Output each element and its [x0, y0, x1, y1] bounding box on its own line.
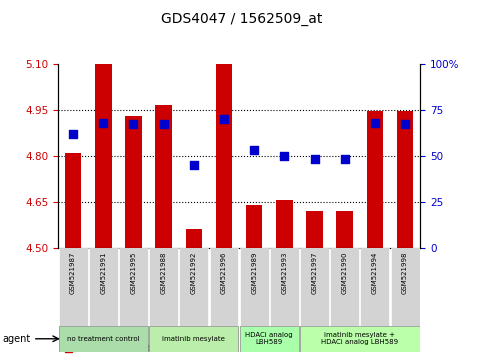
Text: GSM521996: GSM521996: [221, 252, 227, 294]
FancyBboxPatch shape: [58, 248, 87, 326]
Point: [250, 147, 258, 153]
Text: GSM521998: GSM521998: [402, 252, 408, 294]
Text: GSM521989: GSM521989: [251, 252, 257, 294]
FancyBboxPatch shape: [240, 248, 269, 326]
Bar: [246, 205, 262, 248]
FancyBboxPatch shape: [179, 248, 208, 326]
Point: [311, 156, 318, 162]
Bar: [397, 111, 413, 248]
Bar: [216, 64, 232, 248]
FancyBboxPatch shape: [58, 326, 148, 352]
Text: GSM521993: GSM521993: [282, 252, 287, 294]
Point: [160, 122, 168, 127]
Point: [371, 120, 379, 125]
Bar: [276, 200, 293, 248]
Text: HDACi analog
LBH589: HDACi analog LBH589: [245, 332, 293, 346]
FancyBboxPatch shape: [240, 326, 299, 352]
Legend: transformed count, percentile rank within the sample: transformed count, percentile rank withi…: [62, 341, 211, 354]
Bar: [367, 111, 383, 248]
Text: GSM521992: GSM521992: [191, 252, 197, 294]
Bar: [125, 116, 142, 248]
Text: GSM521988: GSM521988: [161, 252, 167, 294]
FancyBboxPatch shape: [270, 248, 299, 326]
Point: [401, 122, 409, 127]
Text: GDS4047 / 1562509_at: GDS4047 / 1562509_at: [161, 12, 322, 27]
Text: GSM521995: GSM521995: [130, 252, 136, 294]
Point: [129, 122, 137, 127]
Text: no treatment control: no treatment control: [67, 336, 140, 342]
FancyBboxPatch shape: [330, 248, 359, 326]
Point: [190, 162, 198, 168]
Bar: [95, 64, 112, 248]
Text: GSM521990: GSM521990: [342, 252, 348, 294]
Point: [281, 153, 288, 159]
FancyBboxPatch shape: [300, 326, 420, 352]
Point: [220, 116, 228, 122]
Bar: [185, 229, 202, 248]
FancyBboxPatch shape: [391, 248, 420, 326]
Text: agent: agent: [2, 334, 30, 344]
Point: [99, 120, 107, 125]
FancyBboxPatch shape: [149, 248, 178, 326]
FancyBboxPatch shape: [89, 248, 118, 326]
Bar: [306, 211, 323, 248]
FancyBboxPatch shape: [210, 248, 239, 326]
FancyBboxPatch shape: [300, 248, 329, 326]
Bar: [337, 211, 353, 248]
Point: [69, 131, 77, 137]
FancyBboxPatch shape: [360, 248, 389, 326]
Text: imatinib mesylate +
HDACi analog LBH589: imatinib mesylate + HDACi analog LBH589: [321, 332, 398, 346]
Text: GSM521987: GSM521987: [70, 252, 76, 294]
Text: GSM521994: GSM521994: [372, 252, 378, 294]
Point: [341, 156, 349, 162]
Bar: [65, 153, 81, 248]
Text: GSM521997: GSM521997: [312, 252, 317, 294]
FancyBboxPatch shape: [119, 248, 148, 326]
FancyBboxPatch shape: [149, 326, 239, 352]
Text: imatinib mesylate: imatinib mesylate: [162, 336, 225, 342]
Bar: [156, 104, 172, 248]
Text: GSM521991: GSM521991: [100, 252, 106, 294]
